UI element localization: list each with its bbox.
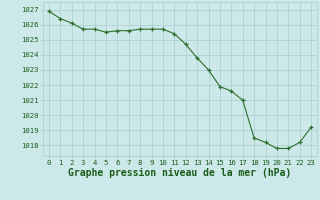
X-axis label: Graphe pression niveau de la mer (hPa): Graphe pression niveau de la mer (hPa) [68, 168, 292, 178]
